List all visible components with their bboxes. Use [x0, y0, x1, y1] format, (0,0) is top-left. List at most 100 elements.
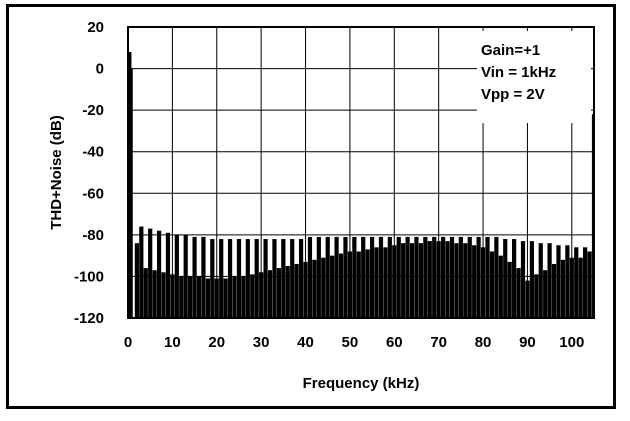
spectrum-bar: [374, 247, 379, 318]
plot-area-border: [127, 26, 595, 319]
spectrum-bar: [281, 239, 286, 318]
spectrum-bar: [574, 247, 579, 318]
spectrum-bar: [321, 257, 326, 318]
spectrum-bar: [352, 236, 357, 318]
spectrum-bar: [560, 259, 566, 318]
spectrum-bar: [161, 272, 166, 318]
x-tick-label: 0: [124, 334, 132, 351]
x-tick-labels: 0 10 20 30 40 50 60 70 80 90 100: [124, 334, 584, 351]
spectrum-bar: [489, 251, 495, 318]
spectrum-bar: [134, 243, 139, 318]
spectrum-bar: [472, 245, 477, 318]
spectrum-bar: [583, 247, 588, 318]
spectrum-bar: [463, 243, 468, 318]
spectrum-bar: [139, 226, 144, 318]
spectrum-bar: [152, 270, 157, 318]
spectrum-bar: [512, 239, 517, 318]
spectrum-bar: [214, 278, 219, 318]
spectrum-bar: [254, 239, 259, 318]
y-tick-label: -60: [82, 185, 104, 202]
spectrum-bar: [210, 239, 215, 318]
spectrum-bar: [547, 243, 552, 318]
spectrum-bar: [128, 68, 133, 318]
annotation-box: [477, 31, 591, 123]
spectrum-bar: [241, 276, 246, 318]
spectrum-bar: [316, 236, 321, 318]
x-tick-label: 90: [519, 334, 536, 351]
spectrum-bar: [148, 228, 153, 318]
spectrum-bar: [325, 236, 330, 318]
x-tick-label: 40: [297, 334, 314, 351]
spectrum-bar: [170, 274, 175, 318]
spectrum-bar: [485, 236, 490, 318]
spectrum-bar: [556, 245, 561, 318]
spectrum-bar: [365, 249, 370, 318]
spectrum-bar: [516, 268, 521, 318]
spectrum-bar: [418, 243, 424, 318]
spectrum-bar: [401, 243, 406, 318]
spectrum-bar: [165, 232, 171, 318]
spectrum-bar: [290, 239, 295, 318]
spectrum-bar: [454, 243, 459, 318]
spectrum-bar: [356, 251, 361, 318]
spectrum-bar: [303, 261, 308, 318]
x-tick-label: 70: [430, 334, 447, 351]
spectrum-bar: [267, 270, 273, 318]
annotation-line: Vpp = 2V: [481, 86, 545, 103]
spectrum-bar: [285, 266, 290, 318]
spectrum-bar: [192, 236, 197, 318]
spectrum-bar: [369, 236, 375, 318]
spectrum-bar: [436, 241, 441, 318]
spectrum-bar: [307, 236, 313, 318]
y-axis-label: THD+Noise (dB): [48, 115, 65, 230]
spectrum-bar: [223, 278, 228, 318]
spectrum-bar: [507, 261, 512, 318]
spectrum-bar: [396, 236, 401, 318]
spectrum-bar: [458, 236, 463, 318]
y-tick-label: -80: [82, 227, 104, 244]
y-tick-label: 20: [87, 19, 104, 36]
spectrum-bar: [538, 243, 543, 318]
x-tick-label: 60: [386, 334, 403, 351]
spectrum-bar: [427, 241, 432, 318]
spectrum-bar: [432, 236, 437, 318]
spectrum-bar: [387, 236, 392, 318]
spectrum-bar: [591, 114, 594, 318]
x-tick-label: 20: [208, 334, 225, 351]
spectrum-bar: [534, 274, 539, 318]
spectrum-bar: [259, 272, 264, 318]
spectrum-bar: [143, 268, 148, 318]
annotations: Gain=+1 Vin = 1kHz Vpp = 2V: [481, 42, 556, 103]
spectrum-bar: [263, 239, 268, 318]
spectrum-bar: [529, 241, 534, 318]
spectrum-bar: [494, 236, 499, 318]
spectrum-bar: [294, 263, 299, 318]
spectrum-bar: [409, 243, 415, 318]
spectrum-bar: [543, 270, 548, 318]
spectrum-bar: [338, 253, 344, 318]
spectrum-bar: [201, 236, 206, 318]
spectrum-bar: [188, 276, 193, 318]
spectrum-bar: [196, 276, 202, 318]
spectrum-bar: [219, 239, 224, 318]
spectrum-bar: [236, 239, 242, 318]
spectrum-bar: [449, 236, 455, 318]
y-tick-labels: 20 0 -20 -40 -60 -80 -100 -120: [74, 19, 104, 327]
spectrum-bar: [587, 251, 592, 318]
y-tick-label: -120: [74, 310, 104, 327]
spectrum-bar: [578, 257, 583, 318]
spectrum-bar: [361, 236, 366, 318]
spectrum-bar: [551, 263, 557, 318]
spectrum-bar: [414, 236, 419, 318]
spectrum-bar: [520, 241, 526, 318]
x-tick-label: 30: [253, 334, 270, 351]
spectrum-bar: [565, 245, 570, 318]
x-tick-label: 50: [342, 334, 359, 351]
x-axis-label: Frequency (kHz): [303, 375, 420, 392]
spectrum-bar: [378, 236, 384, 318]
spectrum-bar: [423, 236, 428, 318]
spectrum-bar: [445, 241, 450, 318]
bars: [128, 51, 594, 318]
spectrum-bar: [272, 239, 277, 318]
y-tick-label: 0: [96, 61, 104, 78]
